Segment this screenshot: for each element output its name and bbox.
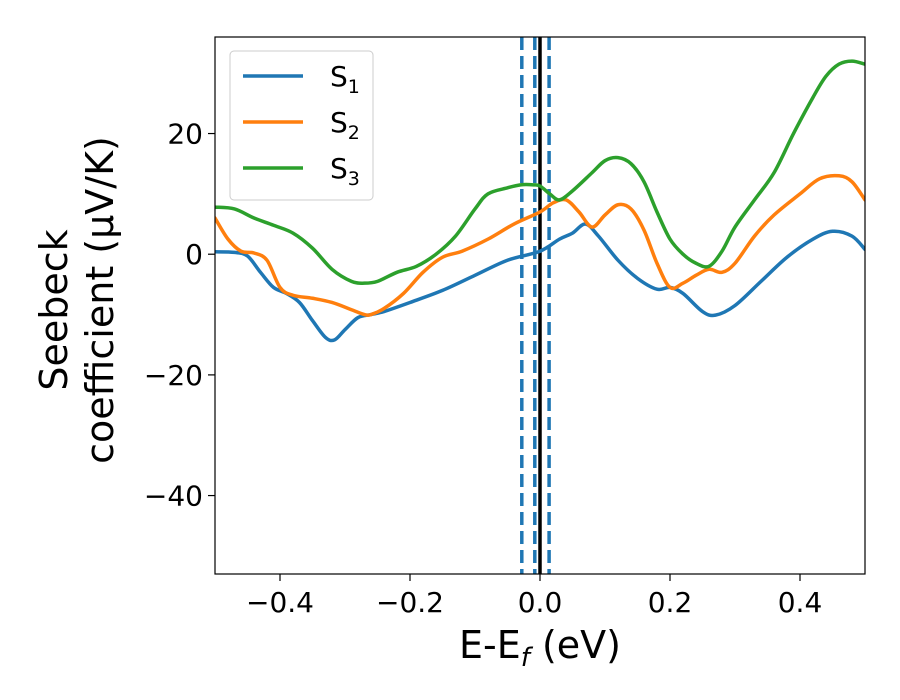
series-line-s1 [215, 222, 865, 343]
vertical-reference-lines [520, 37, 551, 574]
y-tick-label: −40 [144, 480, 203, 513]
x-axis-label-unit: (eV) [530, 623, 621, 667]
x-tick-label: 0.4 [778, 586, 823, 619]
y-axis-label-line1: Seebeck [32, 229, 76, 390]
legend-label-s3: S3 [330, 152, 360, 190]
legend-label-s1: S1 [330, 60, 360, 98]
legend-label-subscript: 2 [348, 122, 360, 144]
legend-label-main: S [330, 60, 348, 93]
legend-label-main: S [330, 106, 348, 139]
x-axis-ticks: −0.4 −0.2 0.0 0.2 0.4 [246, 574, 822, 619]
legend-label-subscript: 1 [348, 76, 360, 98]
y-tick-label: 20 [167, 118, 203, 151]
legend-box [229, 50, 374, 201]
y-axis-label-line2: coefficient (μV/K) [78, 136, 122, 464]
y-axis-ticks: −40 −20 0 20 [144, 118, 215, 513]
x-tick-label: −0.4 [246, 586, 314, 619]
series-lines [215, 59, 865, 343]
legend-label-subscript: 3 [348, 168, 360, 190]
series-line-s3 [215, 59, 865, 285]
y-tick-label: 0 [185, 238, 203, 271]
x-tick-label: 0.0 [518, 586, 563, 619]
legend-label-s2: S2 [330, 106, 360, 144]
x-tick-label: 0.2 [648, 586, 693, 619]
x-axis-label: E-Ef (eV) [459, 623, 621, 673]
x-tick-label: −0.2 [376, 586, 444, 619]
y-tick-label: −20 [144, 359, 203, 392]
legend-label-main: S [330, 152, 348, 185]
